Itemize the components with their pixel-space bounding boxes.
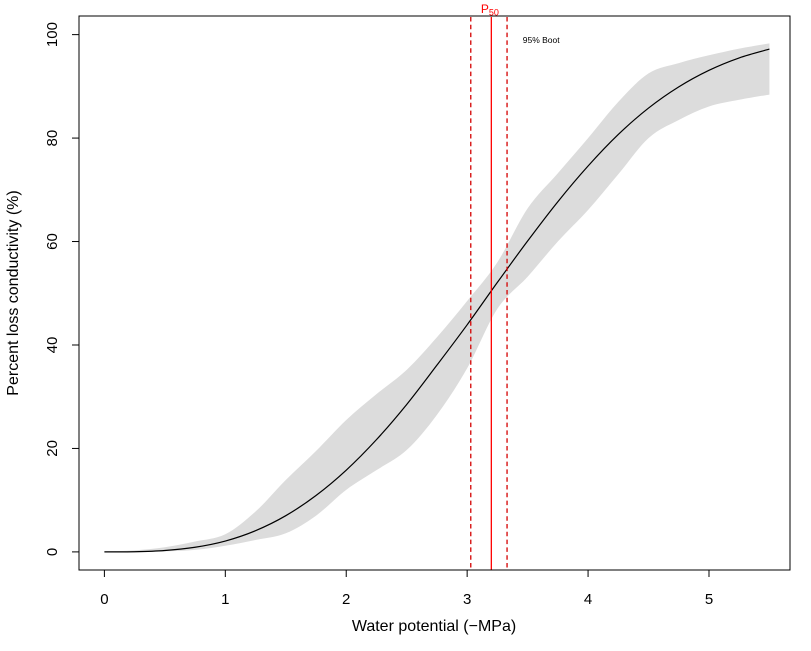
- y-tick-label: 40: [44, 337, 61, 354]
- y-tick-label: 0: [44, 548, 61, 556]
- y-tick-label: 80: [44, 130, 61, 147]
- fitted-vulnerability-curve: [104, 48, 770, 553]
- x-tick-label: 0: [100, 591, 108, 608]
- y-tick-label: 20: [44, 440, 61, 457]
- y-axis-title: Percent loss conductivity (%): [5, 190, 22, 396]
- y-tick-label: 100: [44, 22, 61, 47]
- y-tick-label: 60: [44, 233, 61, 250]
- x-axis-title: Water potential (−MPa): [351, 618, 517, 635]
- boot-ci-label: 95% Boot: [523, 35, 560, 45]
- 95%-bootstrap-confidence-band: [104, 43, 770, 552]
- x-tick-label: 4: [584, 591, 592, 608]
- x-tick-label: 1: [221, 591, 229, 608]
- x-tick-label: 5: [705, 591, 713, 608]
- x-tick-label: 3: [463, 591, 471, 608]
- p50-label: P50: [481, 2, 499, 18]
- plot-border: [78, 15, 791, 571]
- x-tick-label: 2: [342, 591, 350, 608]
